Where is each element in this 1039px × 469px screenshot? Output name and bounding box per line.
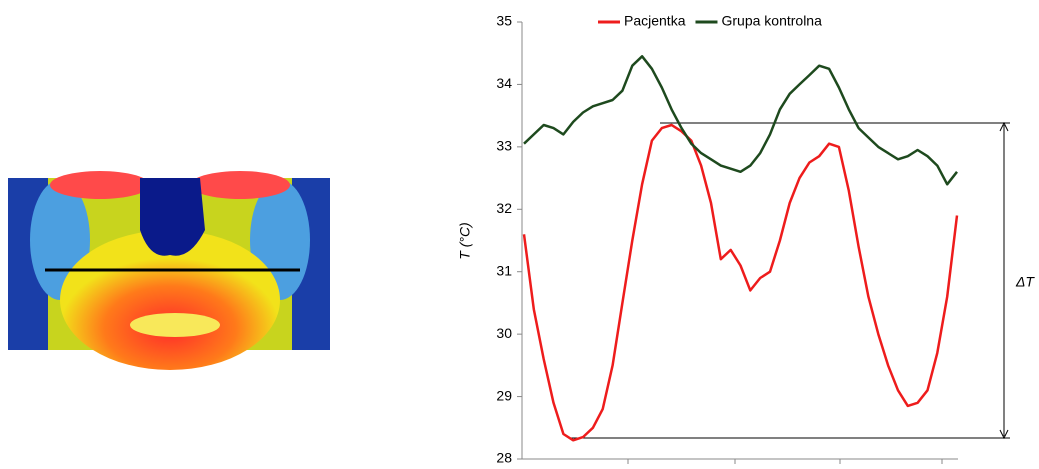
delta-label: ΔT [1015,274,1035,290]
y-tick-label: 32 [496,200,512,216]
x-tick-marks [628,459,942,464]
y-tick-label: 30 [496,325,512,341]
y-tick-label: 29 [496,387,512,403]
series-line [524,56,957,184]
delta-arrow [570,123,1010,438]
chart: T (°C) ΔT 28 29 30 31 32 33 34 35 Pacjentka Grupa… [0,0,1039,464]
y-tick-label: 28 [496,450,512,464]
legend-label: Pacjentka [624,13,686,29]
legend-label: Grupa kontrolna [721,13,822,29]
thermal-image [8,171,330,370]
y-axis-label: T (°C) [457,222,473,259]
y-tick-label: 33 [496,138,512,154]
y-tick-label: 31 [496,262,512,278]
y-tick-label: 34 [496,75,512,91]
y-tick-label: 35 [496,13,512,29]
